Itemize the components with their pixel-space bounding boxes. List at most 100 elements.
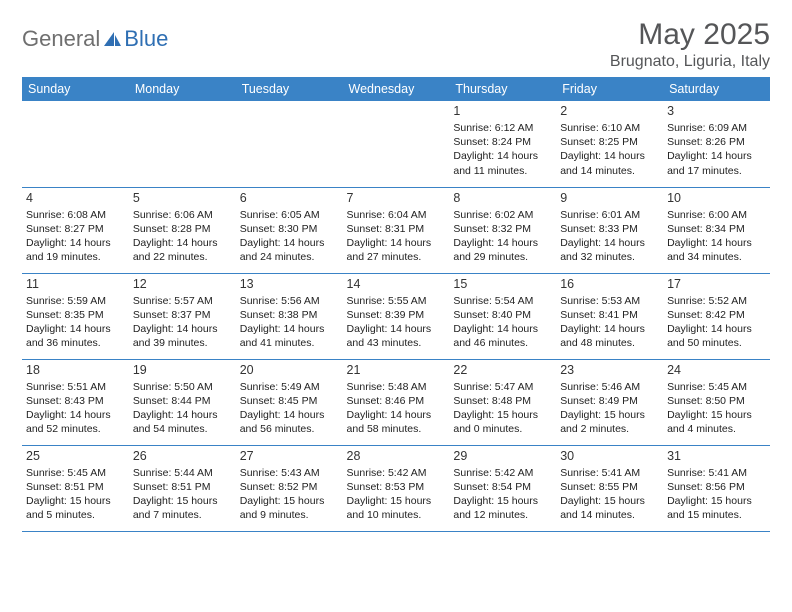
- calendar-cell: 29Sunrise: 5:42 AMSunset: 8:54 PMDayligh…: [449, 445, 556, 531]
- day-number: 22: [453, 363, 552, 377]
- day-number: 28: [347, 449, 446, 463]
- sunrise-line: Sunrise: 5:52 AM: [667, 294, 766, 308]
- daylight-line: Daylight: 14 hours and 58 minutes.: [347, 408, 446, 436]
- logo-text-1: General: [22, 26, 100, 52]
- sunset-line: Sunset: 8:33 PM: [560, 222, 659, 236]
- day-number: 15: [453, 277, 552, 291]
- day-number: 29: [453, 449, 552, 463]
- calendar-cell: 25Sunrise: 5:45 AMSunset: 8:51 PMDayligh…: [22, 445, 129, 531]
- sunset-line: Sunset: 8:56 PM: [667, 480, 766, 494]
- daylight-line: Daylight: 15 hours and 0 minutes.: [453, 408, 552, 436]
- day-number: 18: [26, 363, 125, 377]
- sunrise-line: Sunrise: 5:43 AM: [240, 466, 339, 480]
- calendar-cell: 3Sunrise: 6:09 AMSunset: 8:26 PMDaylight…: [663, 101, 770, 187]
- sunrise-line: Sunrise: 6:08 AM: [26, 208, 125, 222]
- sunset-line: Sunset: 8:43 PM: [26, 394, 125, 408]
- daylight-line: Daylight: 15 hours and 5 minutes.: [26, 494, 125, 522]
- sunrise-line: Sunrise: 6:02 AM: [453, 208, 552, 222]
- sunset-line: Sunset: 8:54 PM: [453, 480, 552, 494]
- sunset-line: Sunset: 8:51 PM: [26, 480, 125, 494]
- calendar-cell: 22 Sunrise: 5:47 AMSunset: 8:48 PMDayligh…: [449, 359, 556, 445]
- daylight-line: Daylight: 14 hours and 32 minutes.: [560, 236, 659, 264]
- sunset-line: Sunset: 8:35 PM: [26, 308, 125, 322]
- daylight-line: Daylight: 14 hours and 29 minutes.: [453, 236, 552, 264]
- daylight-line: Daylight: 14 hours and 36 minutes.: [26, 322, 125, 350]
- calendar-cell: 6Sunrise: 6:05 AMSunset: 8:30 PMDaylight…: [236, 187, 343, 273]
- sunrise-line: Sunrise: 5:44 AM: [133, 466, 232, 480]
- logo-text-2: Blue: [124, 26, 168, 52]
- day-number: 10: [667, 191, 766, 205]
- day-header: Sunday: [22, 77, 129, 101]
- sunset-line: Sunset: 8:52 PM: [240, 480, 339, 494]
- daylight-line: Daylight: 14 hours and 52 minutes.: [26, 408, 125, 436]
- daylight-line: Daylight: 14 hours and 27 minutes.: [347, 236, 446, 264]
- sunrise-line: Sunrise: 5:56 AM: [240, 294, 339, 308]
- sunrise-line: Sunrise: 5:54 AM: [453, 294, 552, 308]
- sunrise-line: Sunrise: 5:47 AM: [453, 380, 552, 394]
- calendar-cell: 19Sunrise: 5:50 AMSunset: 8:44 PMDayligh…: [129, 359, 236, 445]
- sunset-line: Sunset: 8:37 PM: [133, 308, 232, 322]
- calendar-cell: 16Sunrise: 5:53 AMSunset: 8:41 PMDayligh…: [556, 273, 663, 359]
- calendar-cell: 14Sunrise: 5:55 AMSunset: 8:39 PMDayligh…: [343, 273, 450, 359]
- calendar-page: General Blue May 2025 Brugnato, Liguria,…: [0, 0, 792, 612]
- logo: General Blue: [22, 18, 168, 52]
- calendar-cell: [343, 101, 450, 187]
- daylight-line: Daylight: 14 hours and 54 minutes.: [133, 408, 232, 436]
- sunrise-line: Sunrise: 5:49 AM: [240, 380, 339, 394]
- day-number: 25: [26, 449, 125, 463]
- day-number: 24: [667, 363, 766, 377]
- day-number: 6: [240, 191, 339, 205]
- daylight-line: Daylight: 14 hours and 17 minutes.: [667, 149, 766, 177]
- calendar-cell: 15Sunrise: 5:54 AMSunset: 8:40 PMDayligh…: [449, 273, 556, 359]
- calendar-cell: 11Sunrise: 5:59 AMSunset: 8:35 PMDayligh…: [22, 273, 129, 359]
- calendar-cell: 26Sunrise: 5:44 AMSunset: 8:51 PMDayligh…: [129, 445, 236, 531]
- calendar-cell: 24Sunrise: 5:45 AMSunset: 8:50 PMDayligh…: [663, 359, 770, 445]
- sunset-line: Sunset: 8:39 PM: [347, 308, 446, 322]
- daylight-line: Daylight: 14 hours and 22 minutes.: [133, 236, 232, 264]
- day-number: 23: [560, 363, 659, 377]
- day-number: 12: [133, 277, 232, 291]
- sunset-line: Sunset: 8:26 PM: [667, 135, 766, 149]
- calendar-cell: 28Sunrise: 5:42 AMSunset: 8:53 PMDayligh…: [343, 445, 450, 531]
- daylight-line: Daylight: 14 hours and 24 minutes.: [240, 236, 339, 264]
- daylight-line: Daylight: 15 hours and 12 minutes.: [453, 494, 552, 522]
- day-number: 30: [560, 449, 659, 463]
- calendar-cell: 2Sunrise: 6:10 AMSunset: 8:25 PMDaylight…: [556, 101, 663, 187]
- sunrise-line: Sunrise: 6:04 AM: [347, 208, 446, 222]
- day-number: 11: [26, 277, 125, 291]
- calendar-cell: 10Sunrise: 6:00 AMSunset: 8:34 PMDayligh…: [663, 187, 770, 273]
- day-number: 20: [240, 363, 339, 377]
- sunset-line: Sunset: 8:55 PM: [560, 480, 659, 494]
- daylight-line: Daylight: 15 hours and 14 minutes.: [560, 494, 659, 522]
- sunset-line: Sunset: 8:25 PM: [560, 135, 659, 149]
- daylight-line: Daylight: 15 hours and 9 minutes.: [240, 494, 339, 522]
- calendar-row: 1Sunrise: 6:12 AMSunset: 8:24 PMDaylight…: [22, 101, 770, 187]
- logo-sail-icon: [102, 30, 122, 48]
- sunrise-line: Sunrise: 6:12 AM: [453, 121, 552, 135]
- calendar-cell: 23Sunrise: 5:46 AMSunset: 8:49 PMDayligh…: [556, 359, 663, 445]
- calendar-cell: 12Sunrise: 5:57 AMSunset: 8:37 PMDayligh…: [129, 273, 236, 359]
- daylight-line: Daylight: 14 hours and 48 minutes.: [560, 322, 659, 350]
- sunrise-line: Sunrise: 5:57 AM: [133, 294, 232, 308]
- calendar-cell: 8Sunrise: 6:02 AMSunset: 8:32 PMDaylight…: [449, 187, 556, 273]
- sunrise-line: Sunrise: 5:51 AM: [26, 380, 125, 394]
- sunset-line: Sunset: 8:53 PM: [347, 480, 446, 494]
- day-header: Tuesday: [236, 77, 343, 101]
- daylight-line: Daylight: 15 hours and 7 minutes.: [133, 494, 232, 522]
- day-number: 19: [133, 363, 232, 377]
- sunrise-line: Sunrise: 5:48 AM: [347, 380, 446, 394]
- daylight-line: Daylight: 14 hours and 41 minutes.: [240, 322, 339, 350]
- sunrise-line: Sunrise: 5:53 AM: [560, 294, 659, 308]
- calendar-head: SundayMondayTuesdayWednesdayThursdayFrid…: [22, 77, 770, 101]
- day-number: 7: [347, 191, 446, 205]
- daylight-line: Daylight: 15 hours and 4 minutes.: [667, 408, 766, 436]
- sunrise-line: Sunrise: 5:46 AM: [560, 380, 659, 394]
- sunset-line: Sunset: 8:45 PM: [240, 394, 339, 408]
- sunrise-line: Sunrise: 6:09 AM: [667, 121, 766, 135]
- sunrise-line: Sunrise: 5:50 AM: [133, 380, 232, 394]
- calendar-cell: 27Sunrise: 5:43 AMSunset: 8:52 PMDayligh…: [236, 445, 343, 531]
- day-number: 9: [560, 191, 659, 205]
- title-block: May 2025 Brugnato, Liguria, Italy: [610, 18, 770, 71]
- daylight-line: Daylight: 14 hours and 43 minutes.: [347, 322, 446, 350]
- sunset-line: Sunset: 8:48 PM: [453, 394, 552, 408]
